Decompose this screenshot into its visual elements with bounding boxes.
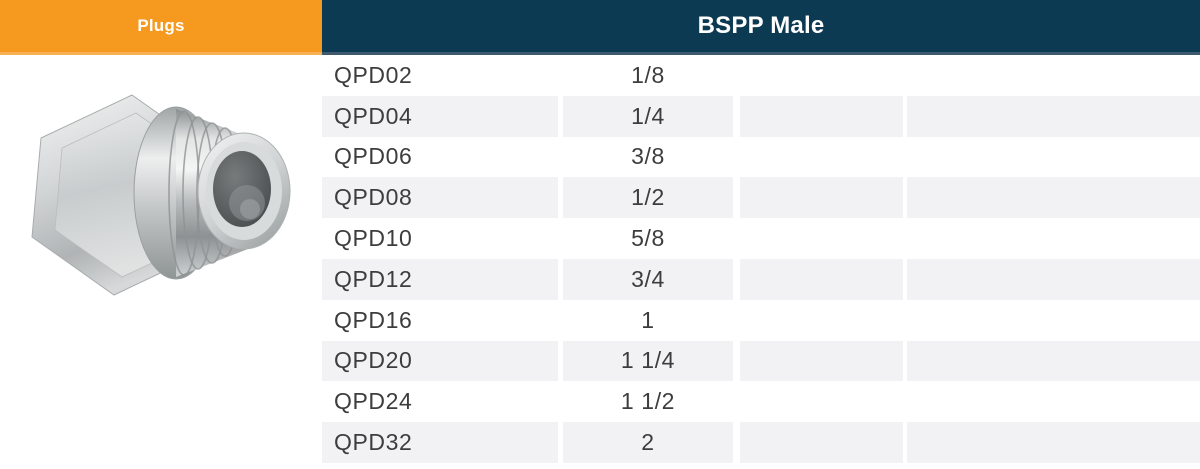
part-number-cell: QPD06: [334, 143, 413, 170]
part-number-cell: QPD12: [322, 258, 558, 300]
table-row: QPD10 5/8: [322, 218, 1200, 259]
empty-cell-2: [907, 177, 1200, 219]
size-cell: 1 1/4: [563, 340, 733, 382]
size-cell: 1/4: [563, 95, 733, 137]
part-number-cell: QPD20: [322, 340, 558, 382]
empty-cell-1: [740, 137, 903, 178]
table-row: QPD12 3/4: [322, 258, 1200, 300]
empty-cell-1: [740, 177, 903, 219]
empty-cell-1: [740, 381, 903, 422]
size-cell: 3/8: [631, 143, 665, 170]
part-number-cell: QPD24: [334, 388, 413, 415]
content-area: QPD02 1/8 QPD04 1/4 QPD06 3/8 QPD08 1/2 …: [0, 55, 1200, 469]
empty-cell-1: [740, 300, 903, 341]
size-cell: 2: [563, 422, 733, 463]
empty-cell-2: [907, 258, 1200, 300]
empty-cell-1: [740, 218, 903, 259]
table-row: QPD32 2: [322, 422, 1200, 463]
empty-cell-2: [907, 340, 1200, 382]
part-number-cell: QPD32: [322, 422, 558, 463]
empty-cell-2: [907, 300, 1200, 341]
category-label: Plugs: [137, 16, 185, 35]
table-row: QPD08 1/2: [322, 177, 1200, 219]
part-number-cell: QPD16: [334, 306, 413, 333]
size-cell: 1: [641, 306, 655, 333]
size-cell: 1 1/2: [620, 388, 676, 415]
part-number-cell: QPD02: [334, 61, 413, 88]
table-row: QPD02 1/8: [322, 55, 1200, 96]
size-cell: 1/2: [563, 177, 733, 219]
table-row: QPD24 1 1/2: [322, 381, 1200, 423]
empty-cell-1: [740, 422, 903, 463]
empty-cell-2: [907, 381, 1200, 422]
series-label: BSPP Male: [697, 12, 825, 39]
spec-table: QPD02 1/8 QPD04 1/4 QPD06 3/8 QPD08 1/2 …: [322, 55, 1200, 469]
empty-cell-2: [907, 422, 1200, 463]
table-row: QPD06 3/8: [322, 136, 1200, 178]
empty-cell-2: [907, 95, 1200, 137]
product-photo-panel: [0, 55, 322, 469]
empty-cell-1: [740, 95, 903, 137]
table-row: QPD20 1 1/4: [322, 340, 1200, 382]
table-row: QPD16 1: [322, 299, 1200, 341]
empty-cell-1: [740, 258, 903, 300]
table-row: QPD04 1/4: [322, 95, 1200, 137]
empty-cell-2: [907, 137, 1200, 178]
category-header: Plugs: [0, 0, 322, 55]
empty-cell-2: [907, 218, 1200, 259]
header-band: Plugs BSPP Male: [0, 0, 1200, 55]
empty-cell-2: [907, 55, 1200, 96]
size-cell: 1/8: [631, 61, 665, 88]
part-number-cell: QPD10: [334, 225, 413, 252]
bspp-male-plug-image: [31, 94, 291, 296]
series-header: BSPP Male: [322, 0, 1200, 55]
empty-cell-1: [740, 55, 903, 96]
size-cell: 3/4: [563, 258, 733, 300]
part-number-cell: QPD04: [322, 95, 558, 137]
empty-cell-1: [740, 340, 903, 382]
size-cell: 5/8: [631, 225, 665, 252]
part-number-cell: QPD08: [322, 177, 558, 219]
